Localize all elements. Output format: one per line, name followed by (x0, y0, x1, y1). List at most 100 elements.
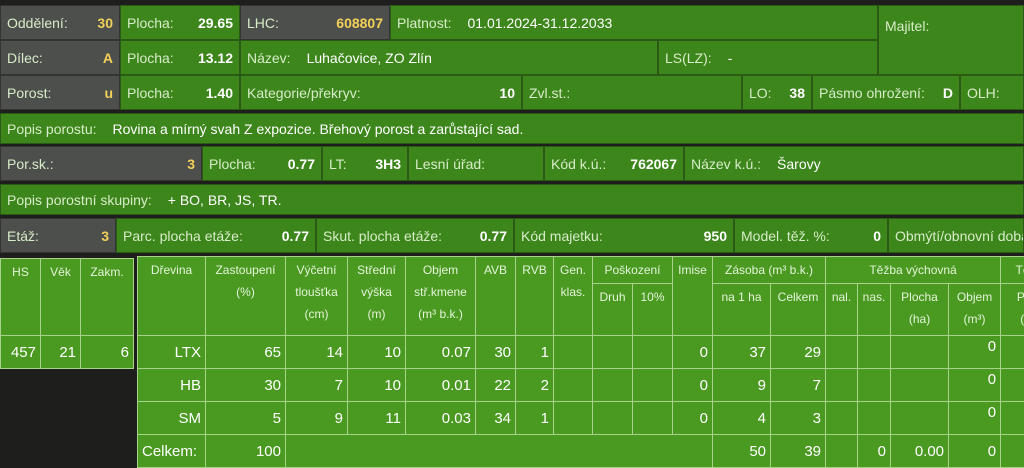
lo-value: 38 (789, 85, 805, 101)
zast-header: Zastoupení(%) (206, 257, 286, 336)
model-tez-field: Model. těž. %:0 (734, 218, 888, 253)
ls-value: - (728, 50, 733, 66)
vyc3-header-text: (cm) (290, 303, 343, 325)
skut-plocha-value: 0.77 (480, 228, 507, 244)
plocha4-value: 0.77 (288, 156, 315, 172)
zast2-header-text: (%) (210, 281, 281, 303)
zast-cell: 30 (206, 369, 286, 402)
zvlst-label: Zvl.st.: (529, 85, 570, 101)
tezba-header: Těžba výchovná (826, 257, 1001, 284)
obj-cell: 0.03 (406, 402, 476, 435)
druh-header: Druh (593, 284, 633, 336)
lo-field: LO:38 (742, 75, 812, 110)
lhc-label: LHC: (247, 15, 279, 31)
majitel-field: Majitel: (878, 5, 1024, 75)
druh-cell (593, 402, 633, 435)
total-celkem: 39 (771, 435, 826, 468)
zakm-header: Zakm. (81, 259, 134, 336)
plocha-header: Plocha(ha) (891, 284, 949, 336)
p10-header: 10% (633, 284, 673, 336)
gen-cell (554, 402, 593, 435)
empty-cell (286, 435, 713, 468)
kod-majetku-field: Kód majetku:950 (514, 218, 734, 253)
kod-majetku-value: 950 (704, 228, 727, 244)
olh-field: OLH: (960, 75, 1024, 110)
kategorie-label: Kategorie/překryv: (247, 85, 361, 101)
drevina-cell: HB (138, 369, 206, 402)
objem-cell: 0 (949, 369, 1001, 402)
celkem-cell: 7 (771, 369, 826, 402)
nazev-value: Luhačovice, ZO Zlín (307, 50, 432, 66)
gen2-header-text: klas. (558, 281, 588, 303)
total-zast: 100 (206, 435, 286, 468)
platnost-field: Platnost:01.01.2024-31.12.2033 (390, 5, 878, 40)
nal-header: nal. (826, 284, 858, 336)
porost-field: Porost:u (0, 75, 120, 110)
plocha-cell (891, 369, 949, 402)
oddeleni-label: Oddělení: (7, 15, 68, 31)
na1ha-cell: 4 (713, 402, 771, 435)
plocha-header-text: Plocha (895, 286, 944, 308)
imise-cell: 0 (673, 369, 713, 402)
rvb-header: RVB (516, 257, 554, 336)
rvb-header-text: RVB (520, 259, 549, 281)
nal-cell (826, 336, 858, 369)
popis-porostu-value: Rovina a mírný svah Z expozice. Břehový … (113, 121, 524, 137)
total-plo (1001, 435, 1024, 468)
nas-header-text: nas. (862, 286, 886, 308)
kod-ku-label: Kód k.ú.: (551, 156, 606, 172)
plocha2-label: Plocha: (127, 50, 174, 66)
avb-cell: 22 (476, 369, 516, 402)
dilec-field: Dílec:A (0, 40, 120, 75)
kategorie-value: 10 (499, 85, 515, 101)
total-plocha: 0.00 (891, 435, 949, 468)
zast-cell: 65 (206, 336, 286, 369)
lesni-urad-label: Lesní úřad: (415, 156, 485, 172)
etaz-label: Etáž: (7, 228, 39, 244)
celkem-header: Celkem (771, 284, 826, 336)
popis-skupiny-value: + BO, BR, JS, TR. (168, 192, 282, 208)
nal-cell (826, 402, 858, 435)
tezba-header-text: Těžba výchovná (830, 259, 996, 281)
zvlst-field: Zvl.st.: (522, 75, 742, 110)
zast-header-text: Zastoupení (210, 259, 281, 281)
etaz-value: 3 (101, 228, 109, 244)
str-cell: 11 (348, 402, 406, 435)
kod-ku-value: 762067 (630, 156, 677, 172)
nazev-ku-field: Název k.ú.:Šarovy (684, 146, 1024, 181)
pasmo-label: Pásmo ohrožení: (819, 85, 925, 101)
p10-header-text: 10% (637, 286, 668, 308)
oddeleni-field: Oddělení:30 (0, 5, 120, 40)
platnost-label: Platnost: (397, 15, 451, 31)
porsk-value: 3 (187, 156, 195, 172)
nazev-field: Název:Luhačovice, ZO Zlín (240, 40, 658, 75)
nas-cell (858, 336, 891, 369)
na1ha-header-text: na 1 ha (717, 286, 766, 308)
zasoba-header-text: Zásoba (m³ b.k.) (717, 259, 821, 281)
plocha4-field: Plocha:0.77 (202, 146, 322, 181)
ls-label: LS(LZ): (665, 50, 712, 66)
plocha3-label: Plocha: (127, 85, 174, 101)
tez2-header: Těž (1001, 257, 1024, 284)
vyc-header-text: Výčetní (290, 259, 343, 281)
plocha1-label: Plocha: (127, 15, 174, 31)
obmyti-field: Obmýtí/obnovní doba (888, 218, 1024, 253)
ls-field: LS(LZ):- (658, 40, 878, 75)
p10-cell (633, 369, 673, 402)
imise-cell: 0 (673, 402, 713, 435)
lt-field: LT:3H3 (322, 146, 408, 181)
obj-cell: 0.07 (406, 336, 476, 369)
kod-ku-field: Kód k.ú.: 762067 (544, 146, 684, 181)
pasmo-field: Pásmo ohrožení:D (812, 75, 960, 110)
drevina-cell: SM (138, 402, 206, 435)
lt-label: LT: (329, 156, 347, 172)
total-na1ha: 50 (713, 435, 771, 468)
avb-cell: 34 (476, 402, 516, 435)
